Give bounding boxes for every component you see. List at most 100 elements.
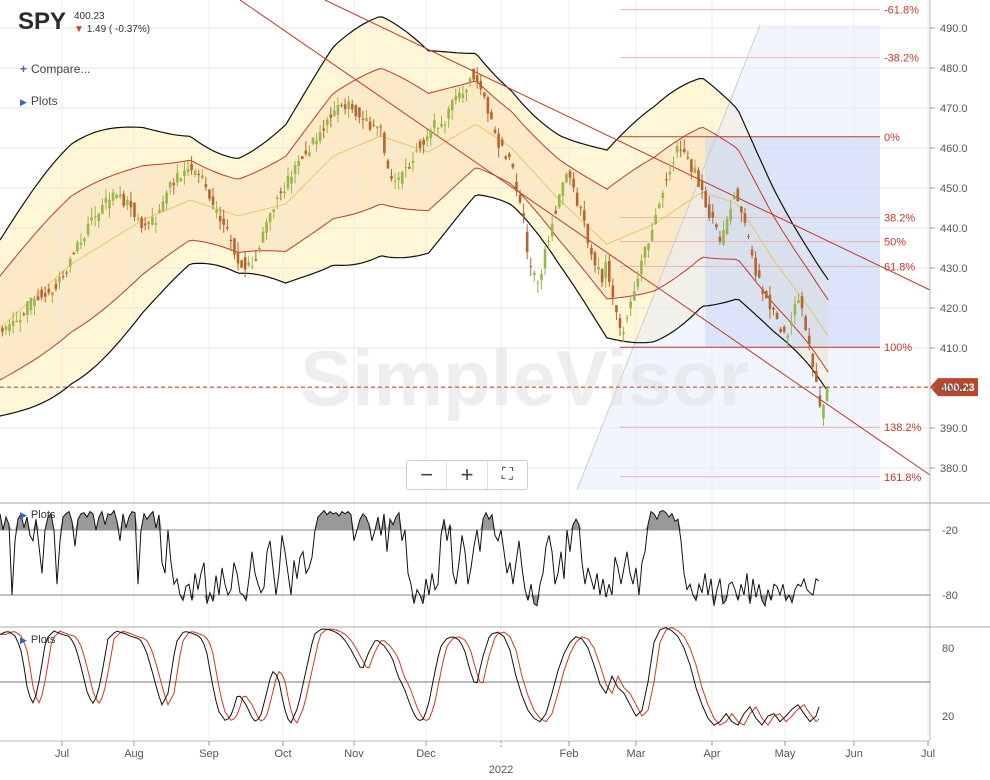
fullscreen-button[interactable]: ⛶: [488, 461, 527, 489]
zoom-in-button[interactable]: +: [447, 461, 488, 489]
compare-button[interactable]: + Compare...: [20, 62, 90, 76]
candle-body: [293, 165, 297, 174]
plus-icon: +: [460, 462, 474, 487]
symbol-title: SPY: [18, 8, 67, 35]
candle-body: [536, 282, 540, 284]
candle-body: [800, 296, 804, 309]
candle-body: [533, 272, 536, 276]
candle-body: [168, 182, 172, 188]
candle-body: [11, 320, 15, 327]
current-price-tag: [930, 378, 978, 397]
candle-body: [818, 395, 822, 407]
stochastic-slow-line: [0, 627, 820, 726]
indicator-2-plots-button[interactable]: ▶ Plots: [20, 634, 55, 646]
zoom-out-button[interactable]: −: [407, 461, 448, 489]
candle-body: [447, 108, 450, 119]
candle-body: [686, 157, 690, 159]
candle-body: [311, 137, 315, 144]
candle-body: [793, 303, 797, 316]
candle-body: [415, 150, 418, 152]
inner-band-fill: [0, 68, 829, 380]
candle-body: [304, 150, 308, 154]
candle-body: [604, 262, 608, 279]
candle-body: [1, 328, 4, 332]
candle-body: [15, 320, 18, 323]
indicator-1-plots-button[interactable]: ▶ Plots: [20, 509, 55, 521]
plots-button[interactable]: ▶ Plots: [20, 94, 58, 108]
candle-body: [550, 223, 554, 237]
candle-body: [36, 296, 40, 300]
fib-level-label: 138.2%: [884, 422, 922, 434]
candle-body: [79, 242, 83, 245]
candle-body: [643, 247, 647, 258]
candle-body: [568, 171, 572, 178]
x-tick-label: Mar: [627, 748, 646, 760]
outer-band-fill: [0, 16, 829, 417]
candle-body: [672, 162, 675, 164]
candle-body: [590, 247, 593, 255]
candle-body: [93, 216, 97, 218]
candle-body: [204, 184, 208, 188]
indicator-2-tick-label: 80: [942, 643, 954, 655]
fib-level-label: 100%: [884, 342, 912, 354]
candle-body: [433, 120, 436, 129]
candle-body: [754, 257, 757, 276]
candle-body: [358, 107, 361, 118]
price-panel: -61.8% -38.2% 0% 38.2% 50% 61.8% 100% 138.2% 161…: [0, 0, 978, 740]
candle-body: [315, 140, 318, 145]
candle-body: [740, 206, 743, 213]
candle-body: [747, 235, 750, 237]
candle-body: [354, 105, 358, 117]
candle-body: [8, 324, 11, 332]
candle-body: [393, 180, 397, 182]
candle-body: [807, 335, 811, 344]
candle-body: [561, 182, 565, 196]
candle-body: [697, 170, 700, 187]
candle-body: [208, 189, 211, 199]
candle-body: [475, 75, 479, 83]
candle-body: [722, 229, 725, 245]
candle-body: [350, 104, 354, 110]
inner-band-lower: [0, 167, 829, 381]
candle-body: [300, 156, 304, 160]
candle-body: [386, 160, 390, 169]
candle-body: [104, 197, 108, 203]
arrow-down-icon: ▼: [74, 24, 84, 35]
candle-body: [700, 180, 704, 191]
fib-level-label: -61.8%: [884, 5, 919, 17]
x-tick-label: Oct: [274, 748, 291, 760]
candle-body: [657, 203, 661, 208]
candle-body: [18, 320, 22, 323]
candle-body: [408, 167, 411, 169]
candle-body: [365, 117, 368, 122]
trendline-upper: [324, 0, 931, 291]
candle-body: [101, 204, 104, 214]
candle-body: [436, 128, 440, 130]
sma-line: [0, 124, 829, 337]
candle-body: [575, 192, 579, 206]
candle-body: [243, 257, 247, 270]
candle-body: [233, 238, 236, 255]
candle-body: [750, 249, 754, 256]
candle-body: [290, 176, 293, 184]
candle-body: [607, 260, 611, 282]
fib-level-label: 61.8%: [884, 261, 915, 273]
candle-body: [322, 128, 325, 131]
candle-body: [336, 104, 340, 115]
candle-body: [515, 181, 518, 192]
candle-body: [504, 156, 508, 159]
fibonacci-tool: -61.8% -38.2% 0% 38.2% 50% 61.8% 100% 138.2% 161…: [576, 5, 922, 491]
plus-icon: +: [20, 62, 28, 76]
candle-body: [272, 209, 275, 213]
candle-body: [454, 96, 458, 101]
candle-body: [782, 326, 786, 332]
candle-body: [297, 160, 300, 167]
candle-body: [679, 149, 682, 151]
y-tick-label: 440.0: [940, 223, 968, 235]
candle-body: [822, 404, 825, 419]
candle-body: [558, 194, 561, 208]
plots-label: Plots: [30, 94, 58, 108]
indicator-2-panel: 80 20: [0, 627, 954, 726]
candle-body: [682, 148, 686, 153]
